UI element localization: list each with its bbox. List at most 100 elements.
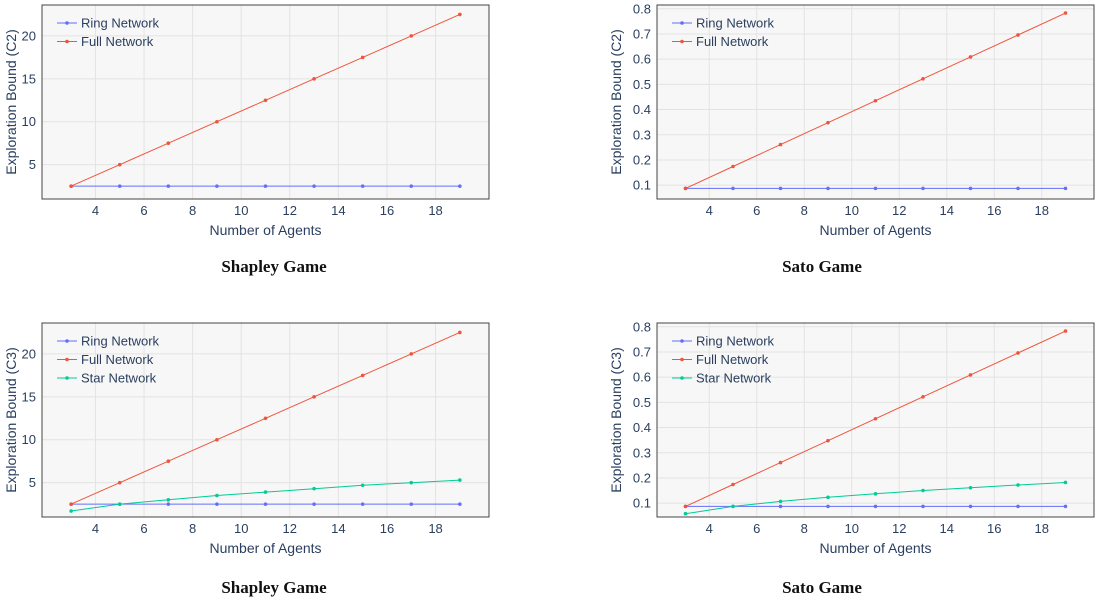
x-tick-label: 8 [189,521,196,536]
x-tick-label: 8 [801,521,808,536]
y-axis-title: Exploration Bound (C3) [608,347,624,493]
y-tick-label: 0.6 [633,52,651,67]
data-point [117,480,122,485]
data-point [826,438,830,443]
data-point [312,502,316,506]
y-tick-label: 0.8 [633,319,651,334]
y-tick-label: 5 [29,475,36,490]
x-tick-label: 18 [428,203,442,218]
data-point [215,493,219,498]
data-point [1063,186,1068,191]
data-point [731,504,735,509]
x-tick-label: 10 [234,521,248,536]
data-point [873,504,878,509]
x-tick-label: 12 [283,521,297,536]
data-point [312,395,316,399]
data-point [263,416,268,421]
data-point [312,77,316,81]
x-tick-label: 18 [1035,521,1049,536]
data-point [263,502,268,506]
data-point [731,482,735,487]
x-tick-label: 6 [753,203,760,218]
legend-label: Full Network [696,352,769,367]
x-tick-label: 12 [892,203,906,218]
data-point [117,162,122,167]
data-point [312,486,316,491]
data-point [360,502,365,506]
legend-label: Star Network [696,371,772,386]
chart-panel-sato-c3: 4 6 8 10 12 14 16 18 0.1 0.2 0.3 0.4 0.5 0.6 0.7 0.8 Num… [548,318,1096,606]
y-axis-title: Exploration Bound (C3) [3,347,19,493]
data-point [409,480,414,485]
data-point [1063,11,1068,15]
legend-label: Ring Network [696,16,775,31]
legend-marker [65,339,69,343]
y-tick-label: 0.6 [633,370,651,385]
data-point [215,119,219,124]
data-point [826,186,830,191]
data-point [921,77,925,81]
legend-marker [680,39,684,44]
x-tick-label: 10 [234,203,248,218]
data-point [826,504,830,509]
data-point [360,483,365,488]
x-axis-title: Number of Agents [209,222,321,238]
x-tick-label: 8 [189,203,196,218]
chart-svg: 4 6 8 10 12 14 16 18 5 10 15 20 Number of Agents Expl… [3,322,490,556]
x-tick-label: 18 [1035,203,1049,218]
data-point [117,502,122,506]
y-axis-title: Exploration Bound (C2) [3,29,19,175]
y-tick-label: 5 [29,157,36,172]
x-tick-label: 6 [753,521,760,536]
plot-frame [41,322,490,518]
data-point [166,502,171,506]
data-point [458,478,462,482]
y-tick-label: 20 [22,28,36,43]
plot-frame [656,322,1095,518]
x-tick-label: 12 [892,521,906,536]
legend-marker [680,21,684,25]
chart-panel-shapley-c3: 4 6 8 10 12 14 16 18 5 10 15 20 Number of Agents Expl… [0,318,548,606]
data-point [778,142,783,147]
data-point [683,511,688,516]
data-point [215,502,219,506]
data-point [1016,33,1020,37]
legend-marker [65,39,69,44]
legend-marker [680,376,684,380]
plot-frame [41,4,490,200]
data-point [1016,504,1020,509]
data-point [921,186,925,191]
data-point [778,504,783,509]
legend-label: Ring Network [696,334,775,349]
x-tick-label: 18 [428,521,442,536]
data-point [778,186,783,191]
data-point [731,164,735,169]
x-tick-label: 6 [140,521,147,536]
y-tick-label: 0.2 [633,470,651,485]
data-point [263,98,268,103]
y-tick-label: 0.1 [633,496,651,511]
y-tick-label: 15 [22,71,36,86]
x-tick-label: 8 [801,203,808,218]
data-point [360,184,365,188]
data-point [360,373,365,378]
y-axis-title: Exploration Bound (C2) [608,29,624,175]
chart-svg: 4 6 8 10 12 14 16 18 0.1 0.2 0.3 0.4 0.5 0.6 0.7 0.8 Num… [608,1,1095,238]
data-point [166,184,171,188]
y-tick-label: 0.7 [633,26,651,41]
data-point [826,120,830,125]
legend-label: Star Network [81,371,157,386]
x-axis-title: Number of Agents [819,540,931,556]
data-point [1016,351,1020,355]
data-point [1063,504,1068,509]
x-tick-label: 4 [706,203,713,218]
data-point [409,502,414,506]
x-tick-label: 16 [380,203,394,218]
data-point [360,55,365,60]
y-tick-label: 0.5 [633,395,651,410]
y-tick-label: 10 [22,114,36,129]
data-point [778,460,783,465]
data-point [1016,483,1020,487]
data-point [458,12,462,17]
x-tick-label: 10 [845,521,859,536]
